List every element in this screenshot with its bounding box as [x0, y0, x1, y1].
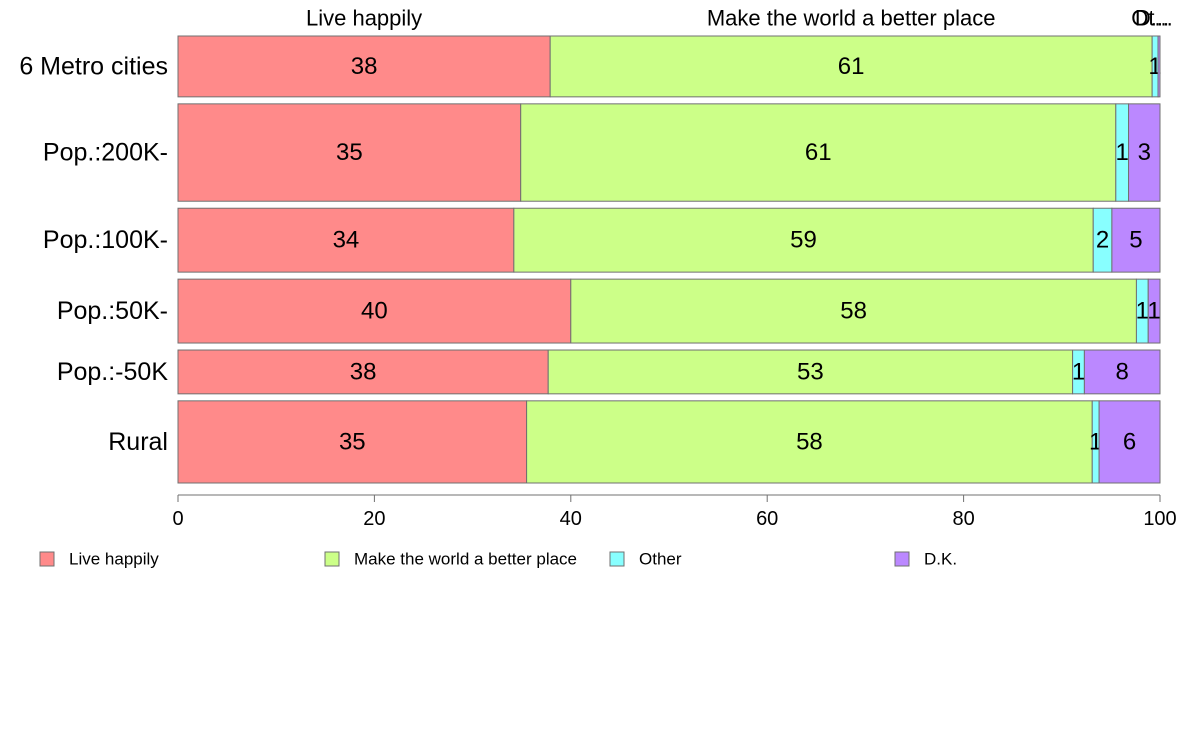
category-label: Pop.:100K- — [43, 226, 168, 254]
data-label: 1 — [1147, 298, 1160, 325]
data-label: 59 — [790, 227, 817, 254]
data-label: 53 — [797, 358, 824, 385]
top-series-label: Live happily — [306, 6, 422, 31]
legend-label: Make the world a better place — [354, 550, 577, 569]
data-label: 35 — [336, 139, 363, 166]
top-series-label: Make the world a better place — [707, 6, 996, 31]
data-label: 8 — [1116, 358, 1129, 385]
bar-segment — [526, 400, 1093, 484]
bar-segment — [1147, 278, 1161, 344]
legend-swatch — [39, 551, 55, 567]
data-label: 1 — [1072, 358, 1085, 385]
bar-segment — [177, 400, 528, 484]
data-label: 38 — [350, 358, 377, 385]
legend-swatch — [609, 551, 625, 567]
x-tick-label: 40 — [560, 508, 582, 530]
bar-segment — [547, 349, 1074, 395]
legend-swatch — [324, 551, 340, 567]
bar-segment — [1111, 207, 1161, 273]
bar-segment — [1128, 103, 1161, 202]
data-label: 58 — [796, 428, 823, 455]
x-tick-label: 80 — [952, 508, 974, 530]
data-label: 40 — [361, 298, 388, 325]
bar-segment — [177, 349, 549, 395]
bar-segment — [1083, 349, 1161, 395]
data-label: 5 — [1129, 227, 1142, 254]
category-label: 6 Metro cities — [19, 52, 168, 80]
bar-segment — [177, 207, 515, 273]
bar-segment — [177, 35, 551, 98]
category-label: Rural — [108, 428, 168, 456]
top-series-label: Ot... — [1131, 6, 1173, 31]
bar-segment — [1157, 35, 1161, 98]
category-label: Pop.:200K- — [43, 139, 168, 167]
category-label: Pop.:50K- — [57, 297, 168, 325]
data-label: 38 — [351, 53, 378, 80]
data-label: 1 — [1136, 298, 1149, 325]
bar-segment — [513, 207, 1094, 273]
x-tick-label: 0 — [172, 508, 183, 530]
data-label: 35 — [339, 428, 366, 455]
category-label: Pop.:-50K — [57, 358, 169, 386]
data-label: 6 — [1123, 428, 1136, 455]
bar-segment — [177, 278, 572, 344]
bar-segment — [520, 103, 1117, 202]
legend-label: D.K. — [924, 550, 957, 569]
legend-label: Other — [639, 550, 682, 569]
data-label: 61 — [805, 139, 832, 166]
x-tick-label: 20 — [363, 508, 385, 530]
legend-swatch — [894, 551, 910, 567]
bar-segment — [570, 278, 1137, 344]
data-label: 3 — [1138, 139, 1151, 166]
x-tick-label: 60 — [756, 508, 778, 530]
top-series-label: D... — [1135, 6, 1169, 31]
data-label: 61 — [838, 53, 865, 80]
bar-segment — [1098, 400, 1161, 484]
data-label: 34 — [333, 227, 360, 254]
legend-label: Live happily — [69, 550, 159, 569]
data-label: 2 — [1096, 227, 1109, 254]
x-tick-label: 100 — [1143, 508, 1176, 530]
bar-segment — [177, 103, 522, 202]
bar-segment — [549, 35, 1153, 98]
data-label: 1 — [1116, 139, 1129, 166]
data-label: 58 — [840, 298, 867, 325]
